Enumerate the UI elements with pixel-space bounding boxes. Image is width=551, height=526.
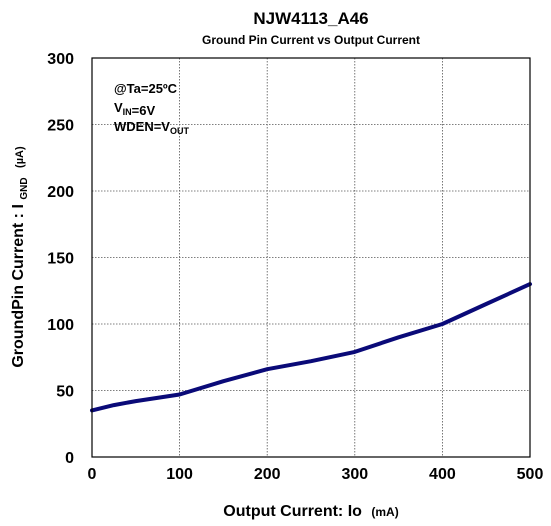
plot-frame	[91, 57, 531, 458]
x-tick-label: 500	[517, 466, 544, 483]
x-tick-label: 300	[341, 466, 368, 483]
grid	[92, 58, 530, 457]
y-axis-ticks: 0 50 100 150 200 250 300	[47, 51, 74, 467]
x-axis-ticks: 0 100 200 300 400 500	[88, 466, 544, 483]
x-axis-label: Output Current: Io (mA)	[223, 503, 398, 520]
x-tick-label: 100	[166, 466, 193, 483]
annotation-subscript: IN	[123, 107, 132, 117]
series-line	[90, 282, 532, 413]
x-axis-label-unit: (mA)	[371, 505, 398, 519]
y-tick-label: 300	[47, 51, 74, 68]
y-tick-label: 200	[47, 184, 74, 201]
x-axis-label-main: Output Current: Io	[223, 503, 362, 520]
annotation-text: =6V	[132, 103, 156, 118]
x-tick-label: 200	[254, 466, 281, 483]
x-tick-label: 400	[429, 466, 456, 483]
y-axis-label-sub: GND	[19, 177, 30, 199]
chart-subtitle: Ground Pin Current vs Output Current	[202, 33, 420, 47]
annotation-line: WDEN=VOUT	[114, 119, 189, 136]
y-tick-label: 0	[65, 450, 74, 467]
annotation-subscript: OUT	[170, 126, 190, 136]
y-tick-label: 250	[47, 118, 74, 135]
x-tick-label: 0	[88, 466, 97, 483]
annotation-line: @Ta=25ºC	[114, 81, 178, 96]
y-axis-label-main: GroundPin Current : I	[10, 204, 27, 368]
series-layer	[90, 282, 532, 413]
y-axis-label: GroundPin Current : I GND (µA)	[10, 146, 31, 368]
annotation-line: VIN=6V	[114, 100, 155, 118]
annotation-text: V	[114, 100, 123, 115]
y-tick-label: 150	[47, 251, 74, 268]
y-tick-label: 100	[47, 317, 74, 334]
annotation-text: @Ta=25ºC	[114, 81, 178, 96]
y-tick-label: 50	[56, 384, 74, 401]
y-axis-label-unit: (µA)	[14, 146, 26, 168]
annotation-text: WDEN=V	[114, 119, 170, 134]
chart-title: NJW4113_A46	[253, 9, 368, 28]
